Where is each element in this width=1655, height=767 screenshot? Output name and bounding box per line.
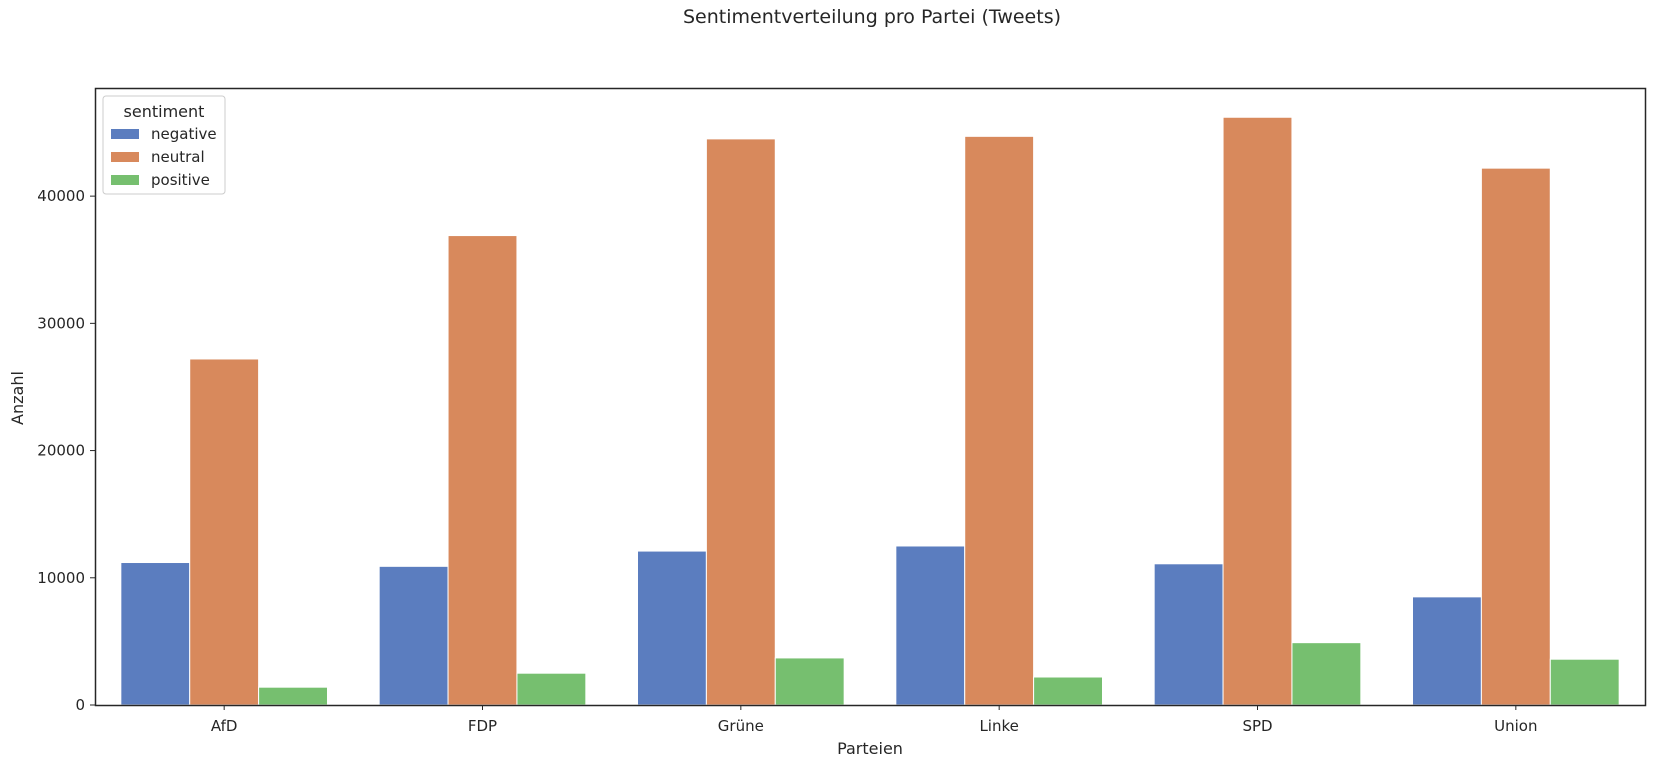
x-axis-ticks: AfD FDP Grüne Linke SPD Union <box>211 705 1538 735</box>
bars-layer <box>120 116 1620 706</box>
legend-swatch-positive <box>111 175 139 185</box>
legend-label-neutral: neutral <box>151 148 205 166</box>
bar-positive-spd <box>1291 642 1362 706</box>
x-tick-label-union: Union <box>1494 717 1537 735</box>
chart-title: Sentimentverteilung pro Partei (Tweets) <box>682 6 1062 28</box>
bar-neutral-spd <box>1222 116 1293 706</box>
bar-negative-union <box>1412 596 1482 706</box>
bar-negative-grüne <box>637 550 707 706</box>
legend-swatch-neutral <box>111 152 139 162</box>
bar-neutral-grüne <box>705 138 776 706</box>
bar-positive-linke <box>1033 676 1103 706</box>
bar-neutral-union <box>1480 167 1551 706</box>
bar-neutral-linke <box>964 135 1035 706</box>
bar-positive-fdp <box>516 672 587 706</box>
bar-neutral-afd <box>189 358 260 706</box>
y-tick-label: 30000 <box>37 314 85 332</box>
x-tick-label-fdp: FDP <box>468 717 497 735</box>
legend-label-negative: negative <box>151 125 217 143</box>
bar-negative-fdp <box>378 565 449 706</box>
x-axis-label: Parteien <box>837 739 903 758</box>
bar-negative-linke <box>895 545 966 706</box>
y-tick-label: 20000 <box>37 442 85 460</box>
y-tick-label: 40000 <box>37 187 85 205</box>
bar-neutral-fdp <box>447 235 518 706</box>
bar-negative-afd <box>120 562 191 706</box>
legend: sentiment negative neutral positive <box>102 95 226 195</box>
legend-label-positive: positive <box>151 171 210 189</box>
legend-swatch-negative <box>111 129 139 139</box>
bar-negative-spd <box>1153 563 1224 706</box>
y-tick-label: 0 <box>75 696 85 714</box>
legend-box <box>102 95 226 195</box>
x-tick-label-afd: AfD <box>211 717 238 735</box>
y-axis-label: Anzahl <box>8 371 27 425</box>
bar-positive-grüne <box>774 657 845 706</box>
bar-positive-afd <box>258 686 328 706</box>
x-tick-label-spd: SPD <box>1242 717 1272 735</box>
x-tick-label-linke: Linke <box>979 717 1018 735</box>
legend-items: negative neutral positive <box>111 125 217 189</box>
y-axis-ticks: 0 10000 20000 30000 40000 <box>37 187 95 714</box>
legend-title: sentiment <box>124 102 205 121</box>
x-tick-label-grüne: Grüne <box>718 717 764 735</box>
bar-positive-union <box>1549 658 1620 706</box>
plot-frame <box>94 87 1647 707</box>
y-tick-label: 10000 <box>37 569 85 587</box>
